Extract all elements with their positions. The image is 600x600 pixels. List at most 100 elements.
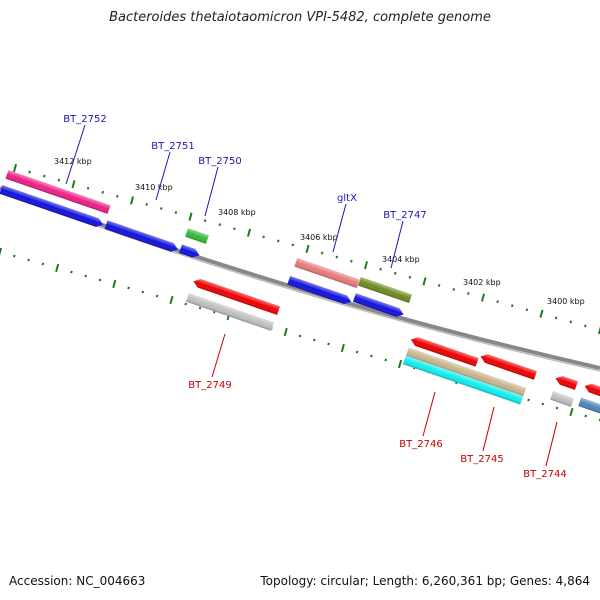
tick-mark xyxy=(141,290,145,294)
gene-bt-2749[interactable] xyxy=(192,277,281,315)
tick-mark xyxy=(467,292,470,295)
gene-label-top[interactable]: BT_2752 xyxy=(63,114,106,125)
tick-mark xyxy=(584,324,587,328)
gene-red-4[interactable] xyxy=(583,382,600,399)
tick-mark xyxy=(57,178,61,182)
tick-mark xyxy=(363,261,369,270)
gene-bt-2744[interactable] xyxy=(554,374,578,390)
label-leader xyxy=(204,166,219,217)
label-leader xyxy=(390,220,404,269)
tick-mark xyxy=(541,402,545,406)
tick-mark xyxy=(350,259,353,263)
tick-mark xyxy=(569,407,574,417)
tick-mark xyxy=(55,263,60,273)
gene-bt-2745[interactable] xyxy=(405,347,527,397)
label-leader xyxy=(422,391,436,437)
gene-grey-1[interactable] xyxy=(185,293,275,331)
tick-mark xyxy=(41,262,45,266)
tick-mark xyxy=(218,223,222,227)
tick-mark xyxy=(129,196,135,205)
gene-label-top[interactable]: BT_2750 xyxy=(198,156,241,167)
tick-mark xyxy=(422,277,427,286)
tick-mark xyxy=(298,334,302,338)
tick-mark xyxy=(452,288,456,291)
gene-blue-4[interactable] xyxy=(352,293,405,318)
tick-mark xyxy=(384,358,388,362)
gene-red-2[interactable] xyxy=(479,352,537,380)
tick-mark xyxy=(276,239,280,243)
tick-mark xyxy=(370,354,373,358)
gene-bt-2750[interactable] xyxy=(185,228,209,244)
tick-mark xyxy=(12,254,16,258)
label-leader xyxy=(482,406,495,452)
tick-mark xyxy=(397,359,403,369)
tick-mark xyxy=(86,186,90,190)
gene-label-bottom[interactable]: BT_2744 xyxy=(523,469,566,480)
tick-mark xyxy=(233,227,236,231)
tick-mark xyxy=(379,267,382,271)
label-leader xyxy=(545,421,558,467)
tick-mark xyxy=(320,251,324,255)
label-leader xyxy=(211,333,226,378)
gene-gltx[interactable] xyxy=(294,258,360,288)
tick-mark xyxy=(112,279,117,289)
tick-mark xyxy=(159,207,163,210)
tick-mark xyxy=(127,286,130,290)
tick-mark xyxy=(12,163,18,173)
tick-mark xyxy=(597,326,600,335)
tick-label: 3410 kbp xyxy=(135,183,173,192)
tick-label: 3408 kbp xyxy=(218,208,256,217)
gene-label-bottom[interactable]: BT_2746 xyxy=(399,439,442,450)
gene-label-top[interactable]: BT_2751 xyxy=(151,141,194,152)
tick-mark xyxy=(98,278,102,282)
gene-blue-3[interactable] xyxy=(287,276,352,306)
gene-label-top[interactable]: gltX xyxy=(337,193,357,204)
tick-mark xyxy=(42,174,46,178)
tick-mark xyxy=(155,294,159,298)
gene-bt-2751[interactable] xyxy=(104,220,180,253)
genome-backbone xyxy=(0,186,600,370)
gene-blue-1[interactable] xyxy=(0,185,105,229)
tick-mark xyxy=(184,302,188,306)
tick-label: 3406 kbp xyxy=(300,233,338,242)
accession-text: Accession: NC_004663 xyxy=(9,574,146,588)
tick-mark xyxy=(291,243,295,247)
tick-mark xyxy=(569,320,573,324)
tick-mark xyxy=(539,309,544,318)
tick-mark xyxy=(555,406,559,410)
tick-label: 3402 kbp xyxy=(463,278,501,287)
tick-mark xyxy=(312,338,316,342)
map-title: Bacteroides thetaiotaomicron VPI-5482, c… xyxy=(109,10,491,25)
tick-mark xyxy=(480,293,486,302)
gene-cyan[interactable] xyxy=(402,355,524,405)
tick-mark xyxy=(203,219,207,223)
gene-label-bottom[interactable]: BT_2749 xyxy=(188,380,231,391)
tick-mark xyxy=(188,212,193,221)
tick-mark xyxy=(525,308,529,312)
tick-mark xyxy=(28,170,31,174)
tick-mark xyxy=(408,275,412,279)
label-leader xyxy=(332,203,347,253)
tick-mark xyxy=(262,235,265,239)
gene-bt-2746[interactable] xyxy=(409,335,479,367)
gene-label-top[interactable]: BT_2747 xyxy=(383,210,426,221)
label-leader xyxy=(155,151,171,201)
outer-tick-track xyxy=(12,163,600,335)
tick-mark xyxy=(246,228,252,237)
gene-bt-2752[interactable] xyxy=(5,170,111,214)
gene-bt-2747[interactable] xyxy=(358,276,412,304)
tick-mark xyxy=(355,350,359,354)
gene-blue-2[interactable] xyxy=(179,244,201,259)
tick-mark xyxy=(84,274,88,278)
tick-label: 3404 kbp xyxy=(382,255,420,264)
tick-mark xyxy=(584,414,588,418)
gene-grey-2[interactable] xyxy=(550,391,574,407)
tick-mark xyxy=(335,255,339,259)
gene-steel[interactable] xyxy=(578,397,600,415)
tick-mark xyxy=(527,398,530,402)
tick-mark xyxy=(174,211,178,214)
tick-mark xyxy=(305,244,310,254)
tick-mark xyxy=(71,180,76,189)
gene-label-bottom[interactable]: BT_2745 xyxy=(460,454,503,465)
